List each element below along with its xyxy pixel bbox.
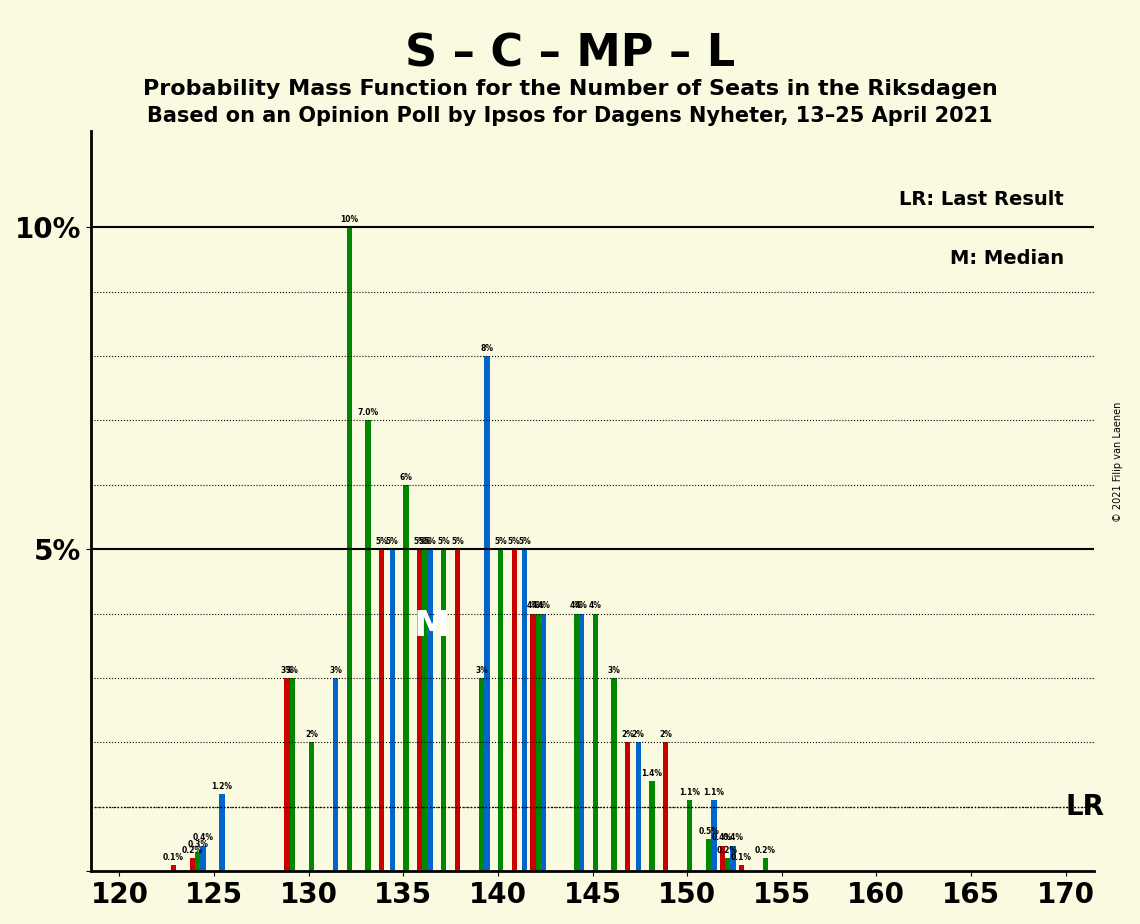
Bar	[731, 845, 735, 871]
Bar	[195, 852, 201, 871]
Text: 10%: 10%	[340, 215, 358, 224]
Bar	[687, 800, 692, 871]
Bar	[763, 858, 768, 871]
Bar	[380, 549, 384, 871]
Text: 7.0%: 7.0%	[358, 408, 378, 417]
Text: 3%: 3%	[329, 666, 342, 675]
Bar	[573, 614, 579, 871]
Bar	[484, 356, 489, 871]
Text: 8%: 8%	[480, 344, 494, 353]
Bar	[530, 614, 536, 871]
Text: 1.2%: 1.2%	[212, 782, 233, 791]
Bar	[536, 614, 542, 871]
Bar	[512, 549, 516, 871]
Bar	[542, 614, 546, 871]
Text: M: Median: M: Median	[950, 249, 1064, 268]
Text: 0.2%: 0.2%	[755, 846, 776, 856]
Text: 4%: 4%	[527, 602, 539, 611]
Text: 3%: 3%	[280, 666, 294, 675]
Text: 4%: 4%	[537, 602, 551, 611]
Bar	[285, 678, 290, 871]
Text: S – C – MP – L: S – C – MP – L	[405, 32, 735, 76]
Bar	[390, 549, 394, 871]
Bar	[219, 794, 225, 871]
Text: M: M	[414, 610, 449, 643]
Bar	[739, 865, 744, 871]
Text: 0.4%: 0.4%	[723, 833, 743, 843]
Text: 5%: 5%	[418, 537, 431, 546]
Text: LR: Last Result: LR: Last Result	[899, 189, 1064, 209]
Text: 3%: 3%	[608, 666, 620, 675]
Text: 0.2%: 0.2%	[717, 846, 738, 856]
Text: 0.4%: 0.4%	[711, 833, 733, 843]
Text: 2%: 2%	[304, 730, 318, 739]
Text: 2%: 2%	[621, 730, 634, 739]
Text: © 2021 Filip van Laenen: © 2021 Filip van Laenen	[1113, 402, 1123, 522]
Bar	[171, 865, 177, 871]
Text: 5%: 5%	[519, 537, 531, 546]
Text: 1.4%: 1.4%	[642, 769, 662, 778]
Bar	[422, 549, 428, 871]
Text: 1.1%: 1.1%	[679, 788, 700, 797]
Text: 4%: 4%	[588, 602, 602, 611]
Bar	[201, 845, 205, 871]
Text: 0.1%: 0.1%	[163, 853, 184, 861]
Text: 0.4%: 0.4%	[193, 833, 213, 843]
Text: LR: LR	[1066, 793, 1105, 821]
Bar	[593, 614, 597, 871]
Text: 2%: 2%	[632, 730, 645, 739]
Bar	[579, 614, 584, 871]
Bar	[290, 678, 295, 871]
Text: 4%: 4%	[570, 602, 583, 611]
Bar	[190, 858, 195, 871]
Text: 2%: 2%	[659, 730, 671, 739]
Bar	[719, 845, 725, 871]
Bar	[309, 743, 314, 871]
Text: 5%: 5%	[451, 537, 464, 546]
Text: 0.1%: 0.1%	[731, 853, 751, 861]
Bar	[636, 743, 641, 871]
Bar	[522, 549, 528, 871]
Text: Probability Mass Function for the Number of Seats in the Riksdagen: Probability Mass Function for the Number…	[142, 79, 998, 99]
Text: 5%: 5%	[413, 537, 426, 546]
Text: 5%: 5%	[375, 537, 388, 546]
Bar	[625, 743, 630, 871]
Text: 1.1%: 1.1%	[703, 788, 725, 797]
Bar	[347, 227, 352, 871]
Bar	[650, 781, 654, 871]
Bar	[662, 743, 668, 871]
Text: 5%: 5%	[494, 537, 507, 546]
Bar	[479, 678, 484, 871]
Bar	[706, 839, 711, 871]
Text: 3%: 3%	[286, 666, 299, 675]
Bar	[711, 800, 717, 871]
Text: 4%: 4%	[575, 602, 588, 611]
Bar	[725, 858, 731, 871]
Bar	[498, 549, 503, 871]
Bar	[428, 549, 433, 871]
Text: 6%: 6%	[399, 472, 413, 481]
Bar	[611, 678, 617, 871]
Text: 0.3%: 0.3%	[187, 840, 209, 849]
Text: 3%: 3%	[475, 666, 488, 675]
Bar	[441, 549, 447, 871]
Text: 0.5%: 0.5%	[698, 827, 719, 836]
Text: 0.2%: 0.2%	[182, 846, 203, 856]
Bar	[366, 420, 370, 871]
Text: 5%: 5%	[424, 537, 437, 546]
Text: 5%: 5%	[438, 537, 450, 546]
Bar	[333, 678, 339, 871]
Text: Based on an Opinion Poll by Ipsos for Dagens Nyheter, 13–25 April 2021: Based on an Opinion Poll by Ipsos for Da…	[147, 106, 993, 127]
Text: 4%: 4%	[532, 602, 545, 611]
Text: 5%: 5%	[507, 537, 521, 546]
Text: 5%: 5%	[386, 537, 399, 546]
Bar	[455, 549, 461, 871]
Bar	[404, 485, 408, 871]
Bar	[417, 549, 422, 871]
